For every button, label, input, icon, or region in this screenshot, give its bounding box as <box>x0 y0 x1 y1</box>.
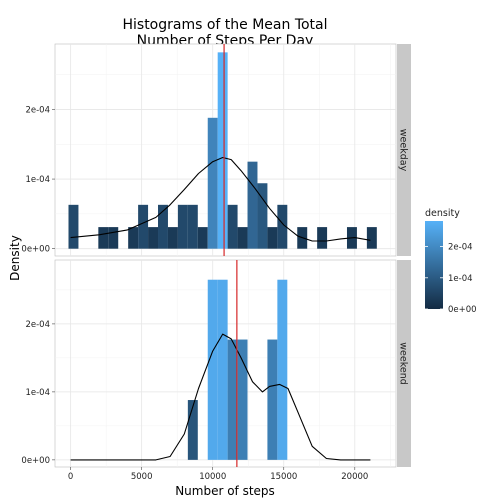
chart-title-line-1: Histograms of the Mean Total <box>122 17 327 33</box>
y-tick-label: 0e+00 <box>21 456 50 466</box>
x-tick-label: 10000 <box>199 472 226 482</box>
x-tick-label: 20000 <box>341 472 368 482</box>
density-curve-weekday <box>70 156 371 242</box>
legend-label: 2e-04 <box>448 243 473 253</box>
histogram-bar-weekday-10 <box>197 227 208 249</box>
x-tick-label: 5000 <box>131 472 153 482</box>
y-axis-title: Density <box>8 235 22 281</box>
facet-label-weekday: weekday <box>398 129 409 172</box>
y-tick-label: 1e-04 <box>25 388 50 398</box>
legend-title: density <box>425 208 460 219</box>
histogram-bar-weekend-1 <box>207 279 218 460</box>
x-tick-label: 15000 <box>270 472 297 482</box>
legend-label: 0e+00 <box>448 305 477 315</box>
histogram-bar-weekday-2 <box>108 227 119 249</box>
facet-panels: 0e+00 1e-04 2e-04 weekday 0e+00 1e-04 2e-04 wee… <box>21 43 411 482</box>
histogram-bar-weekday-0 <box>68 204 79 249</box>
facet-strip-weekday <box>397 44 411 256</box>
y-tick-label: 1e-04 <box>25 175 50 185</box>
color-legend: density 0e+00 1e-04 2e-04 <box>425 208 477 315</box>
histogram-bar-weekday-3 <box>128 227 139 249</box>
y-tick-label: 0e+00 <box>21 245 50 255</box>
histogram-bar-weekend-5 <box>267 339 278 460</box>
histogram-bar-weekday-14 <box>237 227 248 249</box>
histogram-bar-weekday-17 <box>267 227 278 249</box>
histogram-bar-weekday-9 <box>187 204 198 249</box>
histogram-bar-weekend-2 <box>217 279 228 460</box>
histogram-bar-weekend-0 <box>187 400 198 460</box>
x-axis-title: Number of steps <box>175 484 275 498</box>
y-tick-label: 2e-04 <box>25 105 50 115</box>
x-tick-label: 0 <box>68 472 73 482</box>
histogram-bar-weekday-20 <box>317 227 328 249</box>
density-curve-weekend <box>70 333 371 461</box>
histogram-bar-weekend-4 <box>237 339 248 460</box>
histogram-bar-weekend-3 <box>227 339 238 460</box>
facet-label-weekend: weekend <box>398 342 409 385</box>
histogram-bar-weekday-5 <box>148 227 159 249</box>
histogram-bar-weekday-8 <box>177 204 188 249</box>
histogram-bar-weekday-13 <box>227 204 238 249</box>
histogram-bar-weekday-22 <box>366 227 377 249</box>
histogram-bar-weekday-4 <box>138 204 149 249</box>
histogram-bar-weekday-11 <box>207 117 218 249</box>
histogram-bar-weekday-16 <box>257 183 268 249</box>
y-tick-label: 2e-04 <box>25 320 50 330</box>
histogram-bar-weekday-15 <box>247 161 258 249</box>
histogram-bar-weekday-12 <box>217 52 228 249</box>
histogram-bar-weekend-6 <box>277 279 288 460</box>
histogram-bar-weekday-6 <box>158 204 168 249</box>
legend-colorbar <box>425 221 443 309</box>
histogram-bar-weekday-18 <box>277 204 288 249</box>
legend-label: 1e-04 <box>448 274 473 284</box>
facet-panel-weekend: 0e+00 1e-04 2e-04 weekend <box>21 259 411 468</box>
facet-strip-weekend <box>397 260 411 467</box>
facet-panel-weekday: 0e+00 1e-04 2e-04 weekday <box>21 43 411 257</box>
histogram-bar-weekday-7 <box>167 227 178 249</box>
histogram-bar-weekday-1 <box>98 227 109 249</box>
